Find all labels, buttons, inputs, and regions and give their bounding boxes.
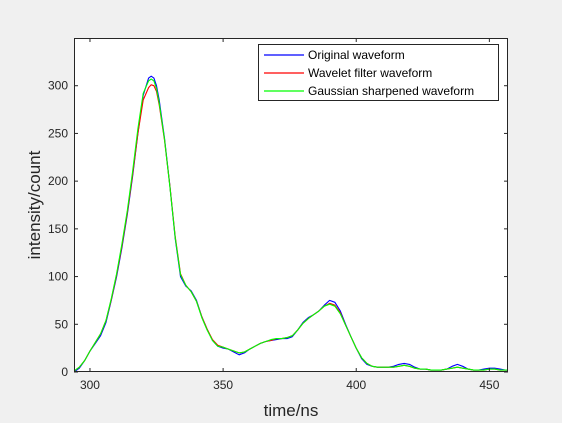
x-tick-label: 300 xyxy=(80,378,100,392)
y-tick-label: 150 xyxy=(48,222,68,236)
y-tick-label: 250 xyxy=(48,126,68,140)
legend-label: Wavelet filter waveform xyxy=(308,66,432,80)
legend: Original waveform Wavelet filter waveform… xyxy=(258,44,499,101)
series-line-3 xyxy=(74,78,508,372)
x-axis-label: time/ns xyxy=(264,401,319,420)
y-tick-label: 200 xyxy=(48,174,68,188)
legend-label: Original waveform xyxy=(308,48,405,62)
series-layer xyxy=(74,75,508,372)
y-tick-label: 300 xyxy=(48,79,68,93)
legend-label: Gaussian sharpened waveform xyxy=(308,84,474,98)
y-tick-label: 100 xyxy=(48,270,68,284)
axis-layer: 300 350 400 450 0 50 100 150 200 250 300 xyxy=(48,38,508,392)
x-tick-label: 400 xyxy=(346,378,366,392)
y-tick-label: 50 xyxy=(55,317,69,331)
x-tick-label: 350 xyxy=(213,378,233,392)
x-tick-label: 450 xyxy=(479,378,499,392)
plot-frame xyxy=(74,38,508,372)
y-tick-label: 0 xyxy=(61,365,68,379)
y-axis-label: intensity/count xyxy=(25,150,44,259)
